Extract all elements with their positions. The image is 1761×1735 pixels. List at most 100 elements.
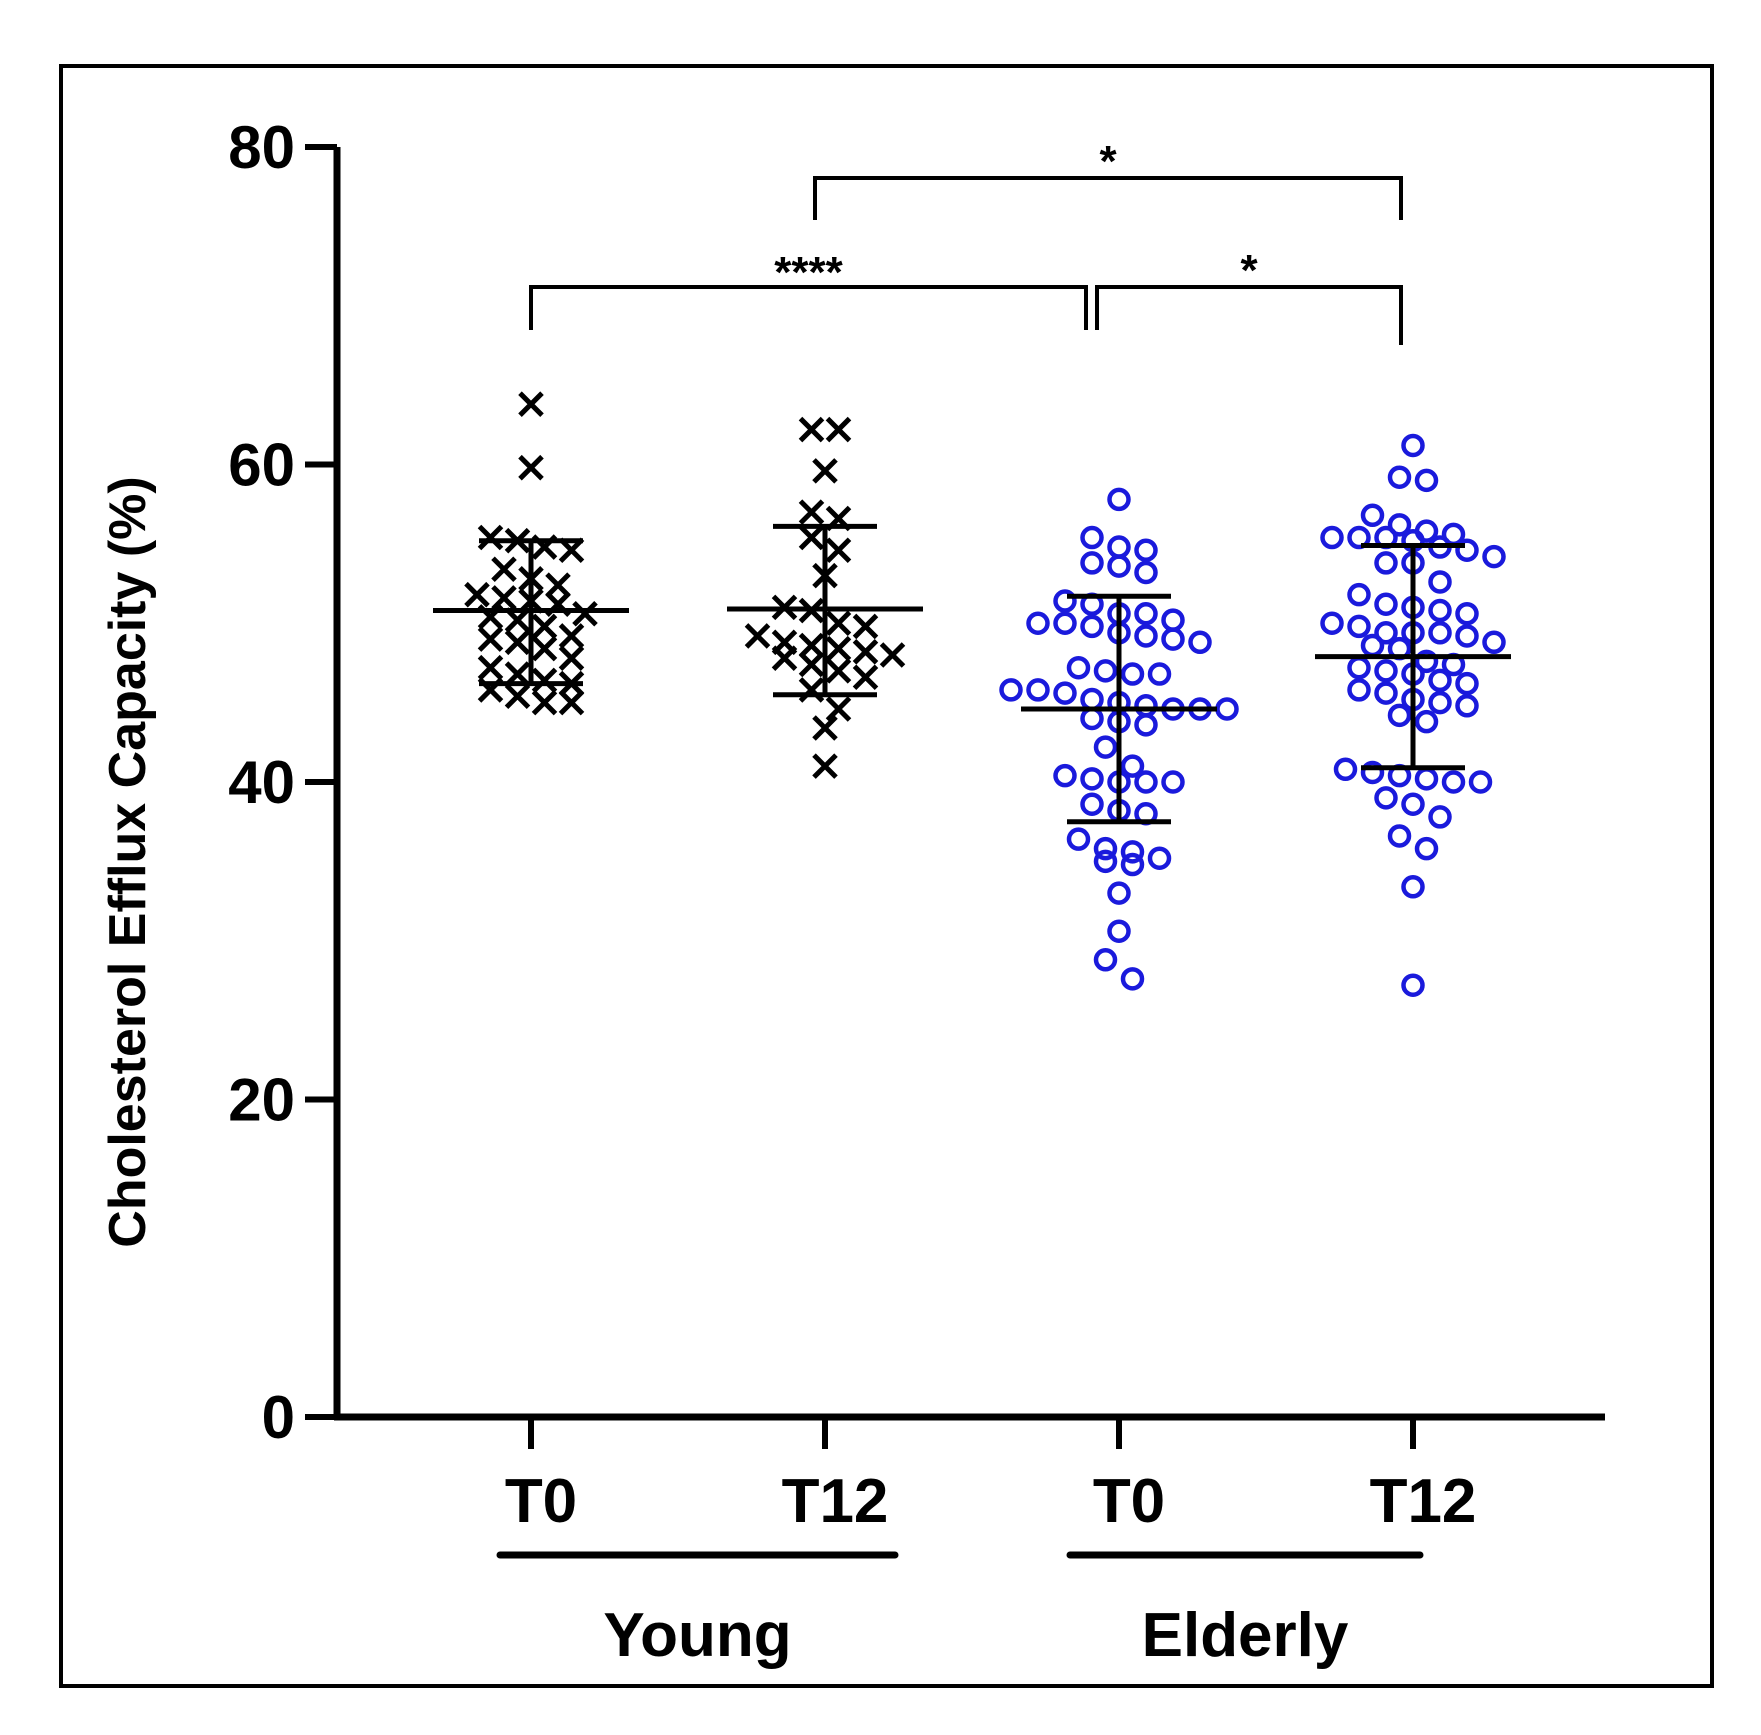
data-point [1161, 608, 1185, 632]
data-point [1147, 846, 1172, 870]
data-point [1134, 560, 1158, 585]
data-point [558, 623, 585, 649]
data-point [1387, 703, 1412, 728]
data-point [1107, 535, 1131, 559]
data-point [1080, 767, 1104, 791]
data-point [1414, 836, 1439, 861]
data-point [1401, 792, 1425, 816]
data-point [825, 610, 852, 637]
data-point [825, 537, 852, 563]
x-tick-label: T0 [505, 1467, 577, 1536]
data-point [1134, 538, 1158, 562]
data-point [1360, 503, 1385, 528]
data-point [1482, 544, 1506, 569]
y-axis-label: Cholesterol Efflux Capacity (%) [99, 476, 157, 1247]
x-tick-label: T0 [1093, 1467, 1165, 1536]
data-point [1080, 792, 1104, 816]
data-point [1482, 630, 1506, 655]
significance-label: * [1099, 137, 1117, 186]
data-point [558, 645, 585, 671]
data-point [812, 753, 838, 779]
data-point [852, 639, 879, 665]
data-point [531, 635, 558, 662]
data-point [531, 613, 558, 640]
data-point [1374, 681, 1398, 705]
y-tick-label: 80 [228, 114, 295, 181]
data-point [798, 524, 825, 551]
group-label: Young [603, 1601, 791, 1670]
series-elderly-t0 [999, 487, 1239, 991]
data-point [812, 715, 838, 741]
data-point [545, 572, 571, 598]
data-point [504, 683, 531, 710]
data-point [1134, 770, 1158, 794]
data-point [1134, 694, 1158, 718]
y-tick-label: 40 [228, 749, 295, 816]
data-point [1053, 763, 1077, 788]
data-point [1080, 551, 1104, 575]
data-point [1401, 433, 1425, 458]
data-point [852, 613, 879, 640]
data-point [1134, 601, 1158, 626]
data-point [1455, 624, 1479, 648]
series-elderly-t12 [1315, 433, 1511, 997]
data-point [1320, 525, 1344, 550]
data-point [812, 458, 838, 484]
data-point [477, 524, 504, 551]
data-point [477, 626, 504, 652]
data-point [1374, 786, 1398, 810]
data-point [1468, 770, 1493, 794]
data-point [1360, 760, 1385, 785]
data-point [1161, 627, 1185, 651]
data-point [1053, 681, 1077, 705]
data-point [1134, 713, 1158, 737]
data-point [1215, 697, 1239, 721]
data-point [1066, 827, 1091, 851]
data-point [1387, 465, 1412, 489]
data-point [1161, 770, 1185, 794]
data-point [1441, 770, 1466, 794]
data-point [1080, 706, 1104, 731]
data-point [1455, 601, 1479, 626]
data-point [1347, 614, 1371, 639]
data-point [1428, 570, 1452, 594]
data-point [1414, 709, 1439, 734]
data-point [1374, 551, 1398, 575]
data-point [1428, 598, 1452, 623]
data-point [504, 629, 531, 656]
data-point [518, 454, 544, 481]
data-point [879, 642, 906, 668]
data-point [531, 667, 558, 694]
y-axis: 0 20 40 60 80 [228, 114, 341, 1451]
significance-label: **** [774, 248, 843, 297]
data-point [1428, 805, 1452, 829]
data-point [1120, 840, 1145, 864]
data-point [1093, 948, 1118, 972]
data-point [1093, 659, 1118, 683]
data-point [1428, 621, 1452, 645]
data-point [1387, 824, 1412, 848]
data-point [1093, 735, 1118, 759]
data-point [1093, 836, 1118, 861]
data-point [531, 689, 558, 716]
data-point [798, 632, 825, 659]
data-point [1347, 678, 1371, 702]
data-point [852, 664, 879, 690]
data-point [1080, 614, 1104, 639]
significance-bracket [813, 176, 1403, 220]
data-point [1428, 690, 1452, 715]
data-point [1107, 919, 1131, 943]
data-point [1401, 973, 1425, 997]
data-point [1414, 767, 1439, 791]
data-point [798, 677, 825, 703]
data-point [1347, 582, 1371, 607]
data-point [1147, 662, 1172, 686]
data-point [1026, 611, 1050, 635]
data-point [1347, 525, 1371, 550]
data-point [1107, 554, 1131, 578]
data-point [798, 651, 825, 678]
y-tick-label: 60 [228, 432, 295, 499]
data-point [1080, 525, 1104, 550]
data-point [1053, 589, 1077, 613]
